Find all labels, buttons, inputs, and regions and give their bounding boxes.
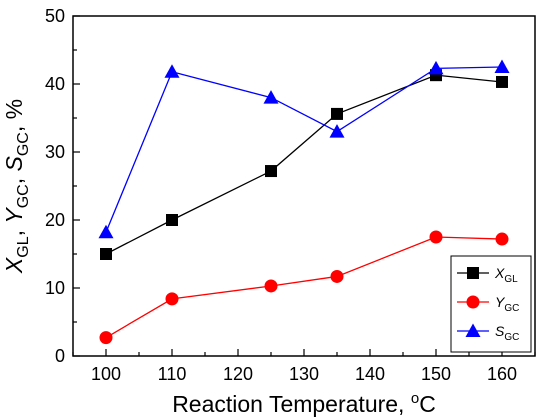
data-point-sgc <box>494 59 510 73</box>
data-point-sgc <box>428 60 444 75</box>
y-axis-title: XGL, YGC, SGC, % <box>1 99 32 274</box>
y-tick-label: 20 <box>45 210 65 230</box>
legend: XGL YGC SGC <box>450 255 532 353</box>
x-tick-label: 140 <box>355 364 385 384</box>
legend-item-sgc: SGC <box>457 323 519 343</box>
y-tick-label: 0 <box>55 346 65 366</box>
data-point-xgl <box>496 75 508 88</box>
data-point-ygc <box>330 269 344 283</box>
data-point-xgl <box>331 107 343 120</box>
x-tick-label: 160 <box>487 364 517 384</box>
y-tick-label: 10 <box>45 278 65 298</box>
x-tick-label: 120 <box>223 364 253 384</box>
legend-marker <box>467 267 479 279</box>
data-point-sgc <box>263 90 279 104</box>
data-point-ygc <box>165 292 179 306</box>
x-tick-label: 110 <box>158 364 187 384</box>
series-line-sgc <box>105 66 503 233</box>
y-tick-label: 40 <box>45 74 65 94</box>
series-line-ygc <box>105 236 503 339</box>
data-point-sgc <box>329 124 345 138</box>
legend-item-xgl: XGL <box>457 265 518 285</box>
data-point-ygc <box>99 331 113 345</box>
legend-label: SGC <box>495 323 519 343</box>
x-tick-label: 130 <box>289 364 319 384</box>
x-tick-label: 100 <box>91 364 121 384</box>
data-point-ygc <box>264 279 278 293</box>
legend-marker <box>465 323 481 337</box>
data-point-ygc <box>495 232 509 246</box>
legend-item-ygc: YGC <box>457 294 519 314</box>
y-axis: 0 10 20 30 40 50 <box>45 6 80 366</box>
x-axis: 100 110 120 130 140 150 160 <box>72 349 536 384</box>
series-layer <box>98 59 510 345</box>
legend-label: XGL <box>494 265 518 285</box>
data-point-xgl <box>166 214 178 226</box>
y-tick-label: 50 <box>45 6 65 26</box>
x-tick-label: 150 <box>421 364 451 384</box>
series-sgc <box>98 59 510 239</box>
data-point-xgl <box>265 165 277 178</box>
y-tick-label: 30 <box>45 142 65 162</box>
legend-label: YGC <box>495 294 519 314</box>
series-xgl <box>100 69 508 260</box>
legend-box <box>450 255 532 353</box>
data-point-sgc <box>98 224 114 239</box>
x-axis-title: Reaction Temperature, oC <box>172 390 436 417</box>
data-point-xgl <box>100 248 112 260</box>
data-point-sgc <box>164 64 180 78</box>
series-ygc <box>99 230 509 345</box>
legend-marker <box>466 295 480 309</box>
series-line-xgl <box>105 74 503 255</box>
data-point-ygc <box>429 230 443 244</box>
